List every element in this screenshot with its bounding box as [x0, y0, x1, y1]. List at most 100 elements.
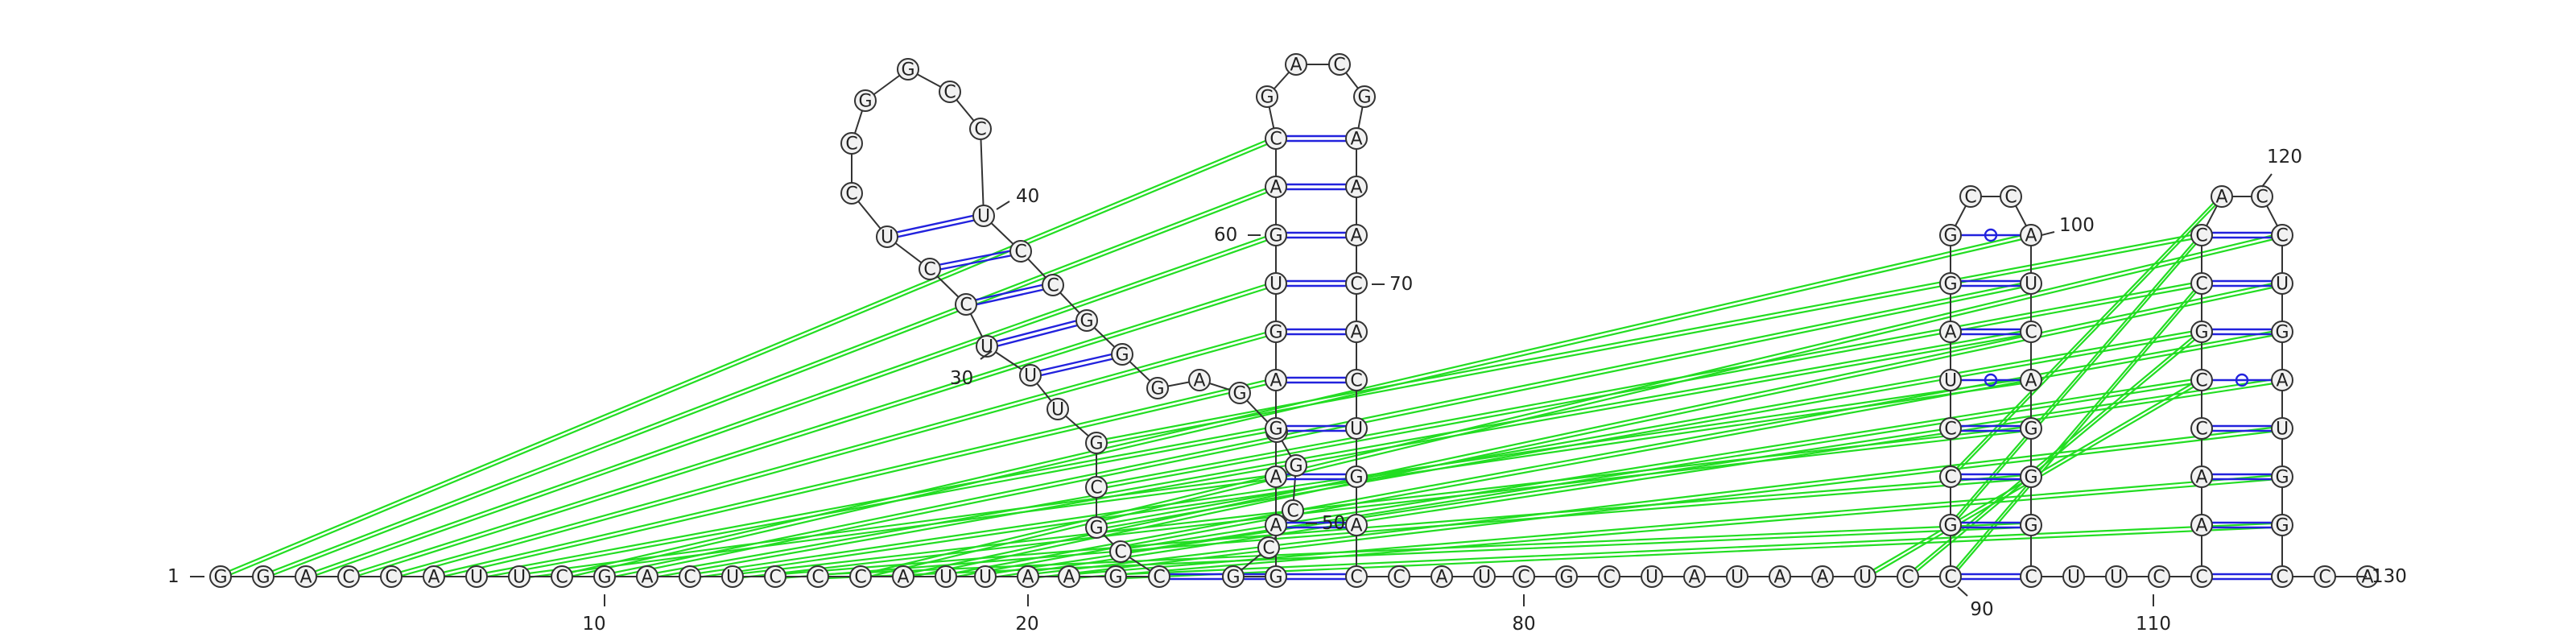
nucleotide-36: G — [854, 89, 877, 112]
nucleotide-letter: G — [2275, 468, 2289, 488]
nucleotide-circle — [2148, 565, 2170, 588]
base-pairs — [886, 134, 2272, 581]
nucleotide-letter: C — [1046, 276, 1059, 296]
nucleotide-116: G — [2190, 321, 2213, 343]
nucleotide-92: C — [1939, 465, 1962, 488]
nucleotide-letter: U — [1859, 568, 1872, 588]
nucleotide-circle — [2020, 417, 2042, 440]
nucleotide-letter: G — [1226, 568, 1240, 588]
base-pair-line — [986, 316, 1088, 345]
nucleotide-123: G — [2271, 321, 2293, 343]
nucleotide-letter: U — [1645, 568, 1658, 588]
pseudoknot-link-17-1 — [945, 333, 2283, 580]
nucleotide-58: G — [1265, 321, 1287, 343]
nucleotide-circle — [1148, 565, 1170, 588]
nucleotide-letter: U — [1024, 366, 1037, 387]
nucleotide-letter: C — [845, 184, 857, 205]
nucleotide-75: A — [1345, 514, 1368, 536]
nucleotide-circle — [1939, 465, 1962, 488]
nucleotide-letter: A — [1350, 226, 1362, 246]
nucleotide-circle — [252, 565, 275, 588]
pseudoknot-link-22-1 — [1120, 381, 2202, 555]
nucleotide-71: A — [1345, 321, 1368, 343]
nucleotide-letter: U — [979, 568, 992, 588]
nucleotide-letter: C — [2276, 226, 2288, 246]
base-pair-line — [1030, 350, 1123, 374]
base-pair-line — [1030, 355, 1123, 379]
nucleotide-letter: U — [2276, 420, 2289, 440]
nucleotide-letter: U — [1478, 568, 1491, 588]
nucleotide-circle — [1265, 224, 1287, 246]
nucleotide-43: G — [1075, 309, 1098, 332]
nucleotide-letter: C — [555, 568, 568, 588]
nucleotide-circle — [593, 565, 616, 588]
nucleotide-circle — [2271, 369, 2293, 391]
nucleotide-108: U — [2062, 565, 2085, 588]
nucleotide-circle — [1146, 377, 1169, 399]
pseudoknot-link-10-1 — [646, 333, 2032, 580]
nucleotide-69: A — [1345, 224, 1368, 246]
nucleotide-letter: C — [1393, 568, 1405, 588]
nucleotide-letter: U — [977, 207, 990, 227]
label-20: 20 — [1015, 614, 1038, 635]
nucleotide-letter: G — [1269, 226, 1282, 246]
nucleotide-11: A — [636, 565, 658, 588]
nucleotide-letter: G — [1269, 323, 1282, 343]
nucleotide-circle — [2190, 321, 2213, 343]
nucleotide-circle — [849, 565, 872, 588]
pseudoknot-link-14-1 — [817, 526, 2032, 580]
nucleotide-circle — [1388, 565, 1410, 588]
nucleotide-letter: A — [1269, 516, 1282, 536]
pseudoknot-link-5-1 — [433, 381, 1277, 580]
nucleotide-letter: G — [2024, 468, 2037, 488]
nucleotide-letter: G — [1115, 345, 1129, 366]
nucleotide-letter: G — [597, 568, 611, 588]
nucleotide-circle — [508, 565, 530, 588]
nucleotide-88: U — [1854, 565, 1876, 588]
nucleotide-circle — [974, 565, 997, 588]
nucleotide-letter: G — [213, 568, 227, 588]
nucleotide-letter: C — [845, 134, 857, 155]
nucleotide-letter: C — [2195, 420, 2207, 440]
nucleotide-91: G — [1939, 514, 1962, 536]
nucleotide-99: C — [2000, 185, 2022, 208]
pseudoknot-link-9-0 — [604, 280, 2032, 576]
nucleotide-circle — [1085, 516, 1108, 539]
nucleotide-circle — [2271, 321, 2293, 343]
nucleotide-46: A — [1188, 369, 1211, 391]
nucleotide-119: A — [2211, 185, 2233, 208]
nucleotide-14: C — [764, 565, 786, 588]
nucleotide-circle — [1019, 364, 1042, 387]
nucleotide-circle — [1046, 398, 1069, 420]
nucleotide-circle — [1042, 274, 1064, 296]
nucleotide-letter: A — [2215, 188, 2227, 208]
nucleotide-27: G — [1085, 432, 1108, 454]
nucleotide-circle — [1009, 240, 1032, 263]
nucleotide-113: A — [2190, 465, 2213, 488]
nucleotide-circle — [1265, 514, 1287, 536]
nucleotide-127: G — [2271, 514, 2293, 536]
nucleotide-letter: A — [2276, 371, 2288, 391]
nucleotide-letter: U — [1051, 400, 1064, 420]
nucleotide-letter: C — [2153, 568, 2165, 588]
nucleotide-letter: C — [1350, 371, 1362, 391]
nucleotide-circle — [764, 565, 786, 588]
nucleotide-letter: G — [2024, 420, 2037, 440]
nucleotide-circle — [1256, 85, 1278, 108]
position-labels: 1 130 10 20 30 40 50 60 70 80 90 100 110… — [167, 147, 2407, 635]
nucleotide-circle — [969, 118, 992, 140]
pseudoknot-link-28-0 — [1950, 280, 2202, 576]
nucleotide-letter: A — [1269, 371, 1282, 391]
nucleotide-letter: A — [1688, 568, 1700, 588]
nucleotide-45: G — [1146, 377, 1169, 399]
nucleotide-33: U — [876, 225, 898, 248]
nucleotide-letter: C — [1114, 543, 1126, 563]
nucleotide-circle — [1265, 272, 1287, 295]
nucleotide-letter: C — [2256, 188, 2268, 208]
nucleotide-circle — [2190, 514, 2213, 536]
nucleotide-70: C — [1345, 272, 1368, 295]
nucleotide-circle — [1473, 565, 1496, 588]
nucleotide-circle — [1345, 321, 1368, 343]
nucleotide-circle — [1265, 176, 1287, 198]
nucleotide-20: A — [1017, 565, 1039, 588]
